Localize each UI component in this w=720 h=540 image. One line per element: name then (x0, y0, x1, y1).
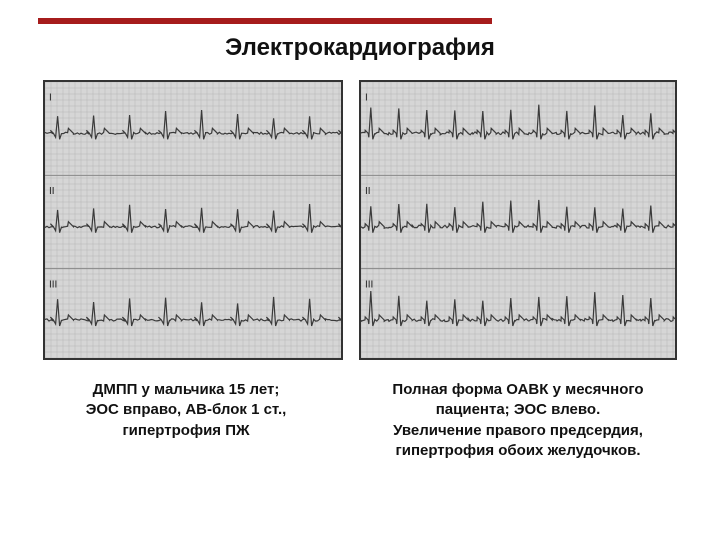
caption-left-line2: ЭОС вправо, АВ-блок 1 ст., (36, 400, 336, 420)
accent-bar (38, 18, 492, 24)
ecg-panels: IIIIII IIIIII (36, 80, 684, 360)
caption-right-line4: гипертрофия обоих желудочков. (352, 441, 684, 461)
caption-right-line2: пациента; ЭОС влево. (352, 400, 684, 420)
caption-right: Полная форма ОАВК у месячного пациента; … (352, 380, 684, 461)
svg-text:II: II (49, 186, 55, 197)
caption-right-line3: Увеличение правого предсердия, (352, 421, 684, 441)
svg-text:I: I (49, 93, 52, 104)
captions-row: ДМПП у мальчика 15 лет; ЭОС вправо, АВ-б… (36, 380, 684, 461)
ecg-panel-right: IIIIII (359, 80, 677, 360)
svg-text:II: II (365, 186, 371, 197)
slide-root: Электрокардиография IIIIII IIIIII ДМПП у… (0, 0, 720, 540)
caption-left-line3: гипертрофия ПЖ (36, 421, 336, 441)
svg-text:I: I (365, 93, 368, 104)
svg-text:III: III (49, 279, 57, 290)
caption-left-line1: ДМПП у мальчика 15 лет; (36, 380, 336, 400)
caption-left: ДМПП у мальчика 15 лет; ЭОС вправо, АВ-б… (36, 380, 336, 461)
page-title: Электрокардиография (36, 34, 684, 62)
ecg-panel-left: IIIIII (43, 80, 343, 360)
svg-text:III: III (365, 279, 373, 290)
caption-right-line1: Полная форма ОАВК у месячного (352, 380, 684, 400)
